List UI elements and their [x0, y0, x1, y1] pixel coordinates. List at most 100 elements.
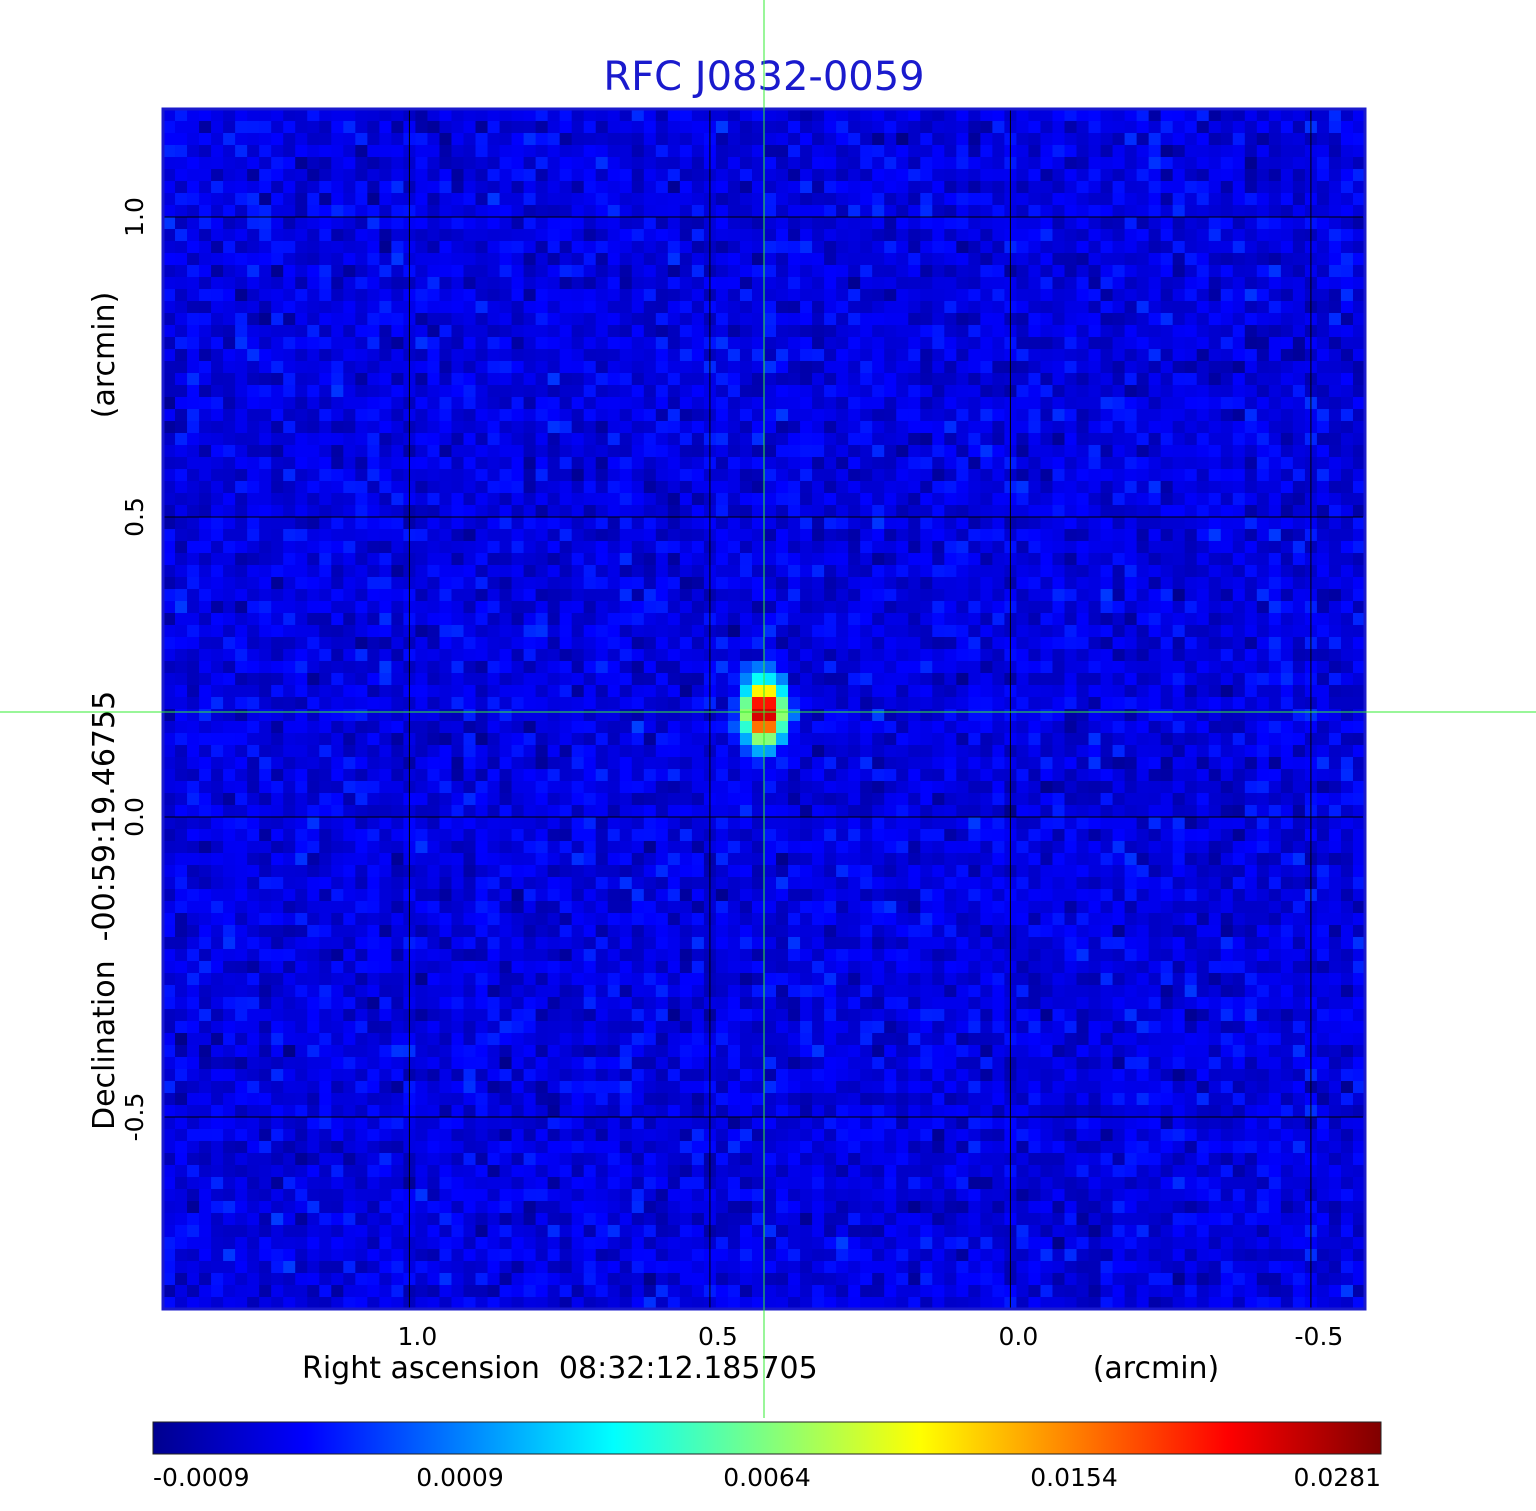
heatmap-cell [535, 433, 549, 446]
heatmap-cell [1136, 373, 1150, 386]
heatmap-cell [691, 289, 705, 302]
heatmap-cell [523, 445, 537, 458]
heatmap-cell [367, 277, 380, 290]
heatmap-cell [163, 553, 176, 566]
heatmap-cell [968, 661, 981, 674]
heatmap-cell [1244, 361, 1258, 374]
heatmap-cell [764, 589, 777, 602]
heatmap-cell [595, 397, 609, 410]
heatmap-cell [715, 229, 729, 242]
heatmap-cell [283, 205, 296, 218]
heatmap-cell [1160, 541, 1174, 554]
heatmap-cell [1352, 133, 1366, 146]
heatmap-cell [247, 625, 260, 638]
heatmap-cell [667, 565, 681, 578]
heatmap-cell [992, 373, 1005, 386]
heatmap-cell [619, 637, 633, 650]
heatmap-cell [367, 433, 380, 446]
heatmap-cell [751, 181, 765, 194]
heatmap-cell [319, 385, 332, 398]
heatmap-cell [667, 265, 681, 278]
heatmap-cell [199, 277, 212, 290]
heatmap-cell [319, 589, 332, 602]
heatmap-cell [1016, 265, 1030, 278]
heatmap-cell [247, 685, 260, 698]
heatmap-cell [1184, 121, 1198, 134]
heatmap-cell [199, 349, 212, 362]
heatmap-cell [1112, 613, 1126, 626]
heatmap-cell [812, 469, 825, 482]
heatmap-cell [619, 481, 633, 494]
heatmap-cell [944, 565, 957, 578]
heatmap-cell [235, 145, 248, 158]
heatmap-cell [331, 469, 344, 482]
heatmap-cell [487, 445, 501, 458]
heatmap-cell [199, 241, 212, 254]
heatmap-cell [187, 277, 200, 290]
heatmap-cell [932, 421, 945, 434]
heatmap-cell [499, 637, 513, 650]
heatmap-cell [1040, 205, 1054, 218]
heatmap-cell [896, 313, 909, 326]
heatmap-cell [968, 601, 981, 614]
heatmap-cell [379, 697, 392, 710]
heatmap-cell [499, 325, 513, 338]
heatmap-cell [1352, 181, 1366, 194]
heatmap-cell [1112, 385, 1126, 398]
heatmap-cell [1052, 325, 1066, 338]
heatmap-cell [1160, 181, 1174, 194]
heatmap-cell [259, 673, 272, 686]
heatmap-cell [451, 277, 465, 290]
heatmap-cell [607, 385, 621, 398]
heatmap-cell [307, 241, 320, 254]
heatmap-cell [511, 673, 525, 686]
heatmap-cell [499, 349, 513, 362]
heatmap-cell [1124, 673, 1138, 686]
heatmap-cell [175, 181, 188, 194]
heatmap-cell [307, 505, 320, 518]
heatmap-cell [211, 145, 224, 158]
heatmap-cell [463, 649, 477, 662]
heatmap-cell [1040, 613, 1054, 626]
heatmap-cell [1136, 361, 1150, 374]
heatmap-cell [343, 649, 356, 662]
heatmap-cell [884, 469, 897, 482]
heatmap-cell [535, 361, 549, 374]
heatmap-cell [379, 613, 392, 626]
heatmap-cell [367, 457, 380, 470]
heatmap-cell [283, 469, 296, 482]
heatmap-cell [631, 313, 645, 326]
heatmap-cell [259, 601, 272, 614]
heatmap-cell [163, 133, 176, 146]
heatmap-cell [1316, 469, 1330, 482]
heatmap-cell [355, 601, 368, 614]
heatmap-cell [788, 649, 801, 662]
heatmap-cell [259, 277, 272, 290]
heatmap-cell [727, 589, 741, 602]
heatmap-cell [1268, 517, 1282, 530]
heatmap-cell [283, 109, 296, 122]
heatmap-cell [992, 685, 1005, 698]
heatmap-cell [535, 529, 549, 542]
heatmap-cell [439, 289, 453, 302]
heatmap-cell [1220, 589, 1234, 602]
heatmap-cell [1064, 469, 1078, 482]
heatmap-cell [1232, 109, 1246, 122]
heatmap-cell [319, 577, 332, 590]
heatmap-cell [655, 289, 669, 302]
heatmap-cell [860, 181, 873, 194]
heatmap-cell [1100, 421, 1114, 434]
heatmap-cell [1280, 661, 1294, 674]
heatmap-cell [319, 445, 332, 458]
heatmap-cell [247, 109, 260, 122]
heatmap-cell [643, 493, 657, 506]
heatmap-cell [223, 121, 236, 134]
heatmap-cell [463, 253, 477, 266]
heatmap-cell [607, 373, 621, 386]
heatmap-cell [679, 685, 693, 698]
heatmap-cell [727, 277, 741, 290]
heatmap-cell [1292, 181, 1306, 194]
heatmap-cell [1172, 313, 1186, 326]
heatmap-cell [944, 373, 957, 386]
heatmap-cell [800, 577, 813, 590]
